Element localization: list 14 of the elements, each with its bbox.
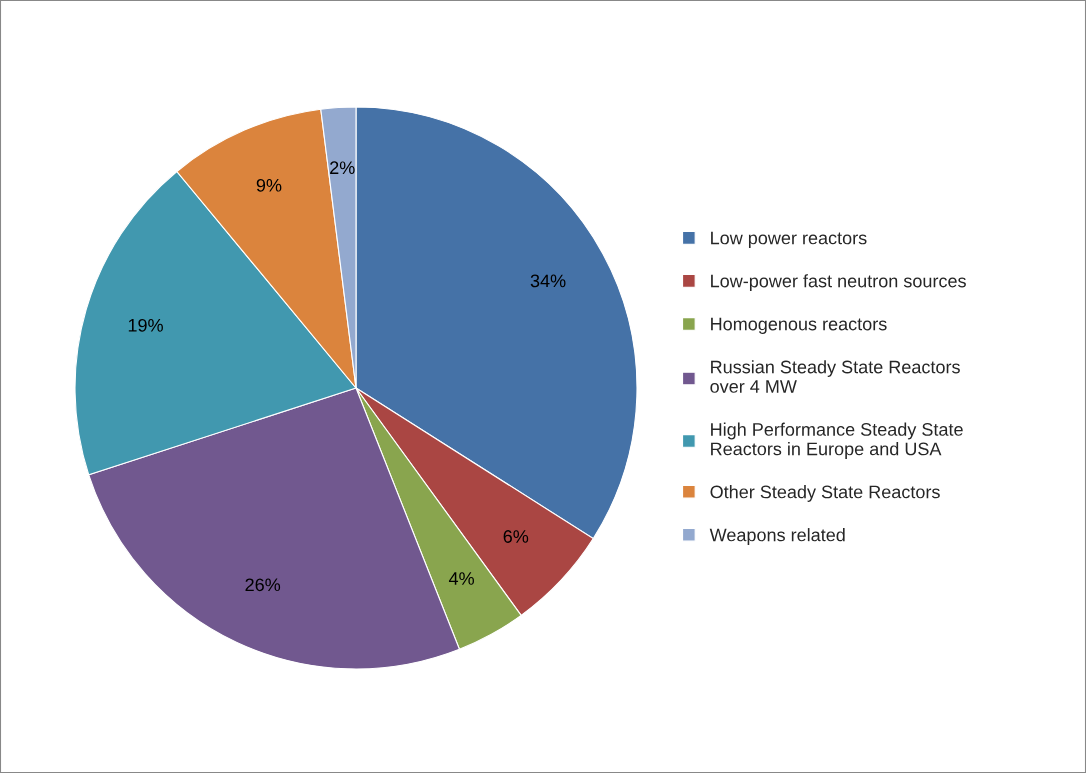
data-label: 6%	[503, 530, 529, 543]
legend-label: Other Steady State Reactors	[710, 485, 940, 502]
legend-label: Homogenous reactors	[711, 317, 887, 334]
data-label: 34%	[530, 274, 566, 288]
data-label: 2%	[330, 161, 355, 175]
legend-label: Low power reactors	[711, 231, 867, 248]
legend-label: High Performance Steady State Reactors in Europe and USA	[711, 422, 963, 459]
data-label: 9%	[256, 178, 282, 192]
data-label: 26%	[245, 578, 281, 592]
legend-label: Russian Steady State Reactors over 4 MW	[710, 360, 960, 393]
data-label: 4%	[448, 572, 474, 585]
data-label: 19%	[128, 318, 163, 332]
legend-label: Low-power fast neutron sources	[711, 274, 966, 291]
legend-label: Weapons related	[709, 528, 845, 545]
